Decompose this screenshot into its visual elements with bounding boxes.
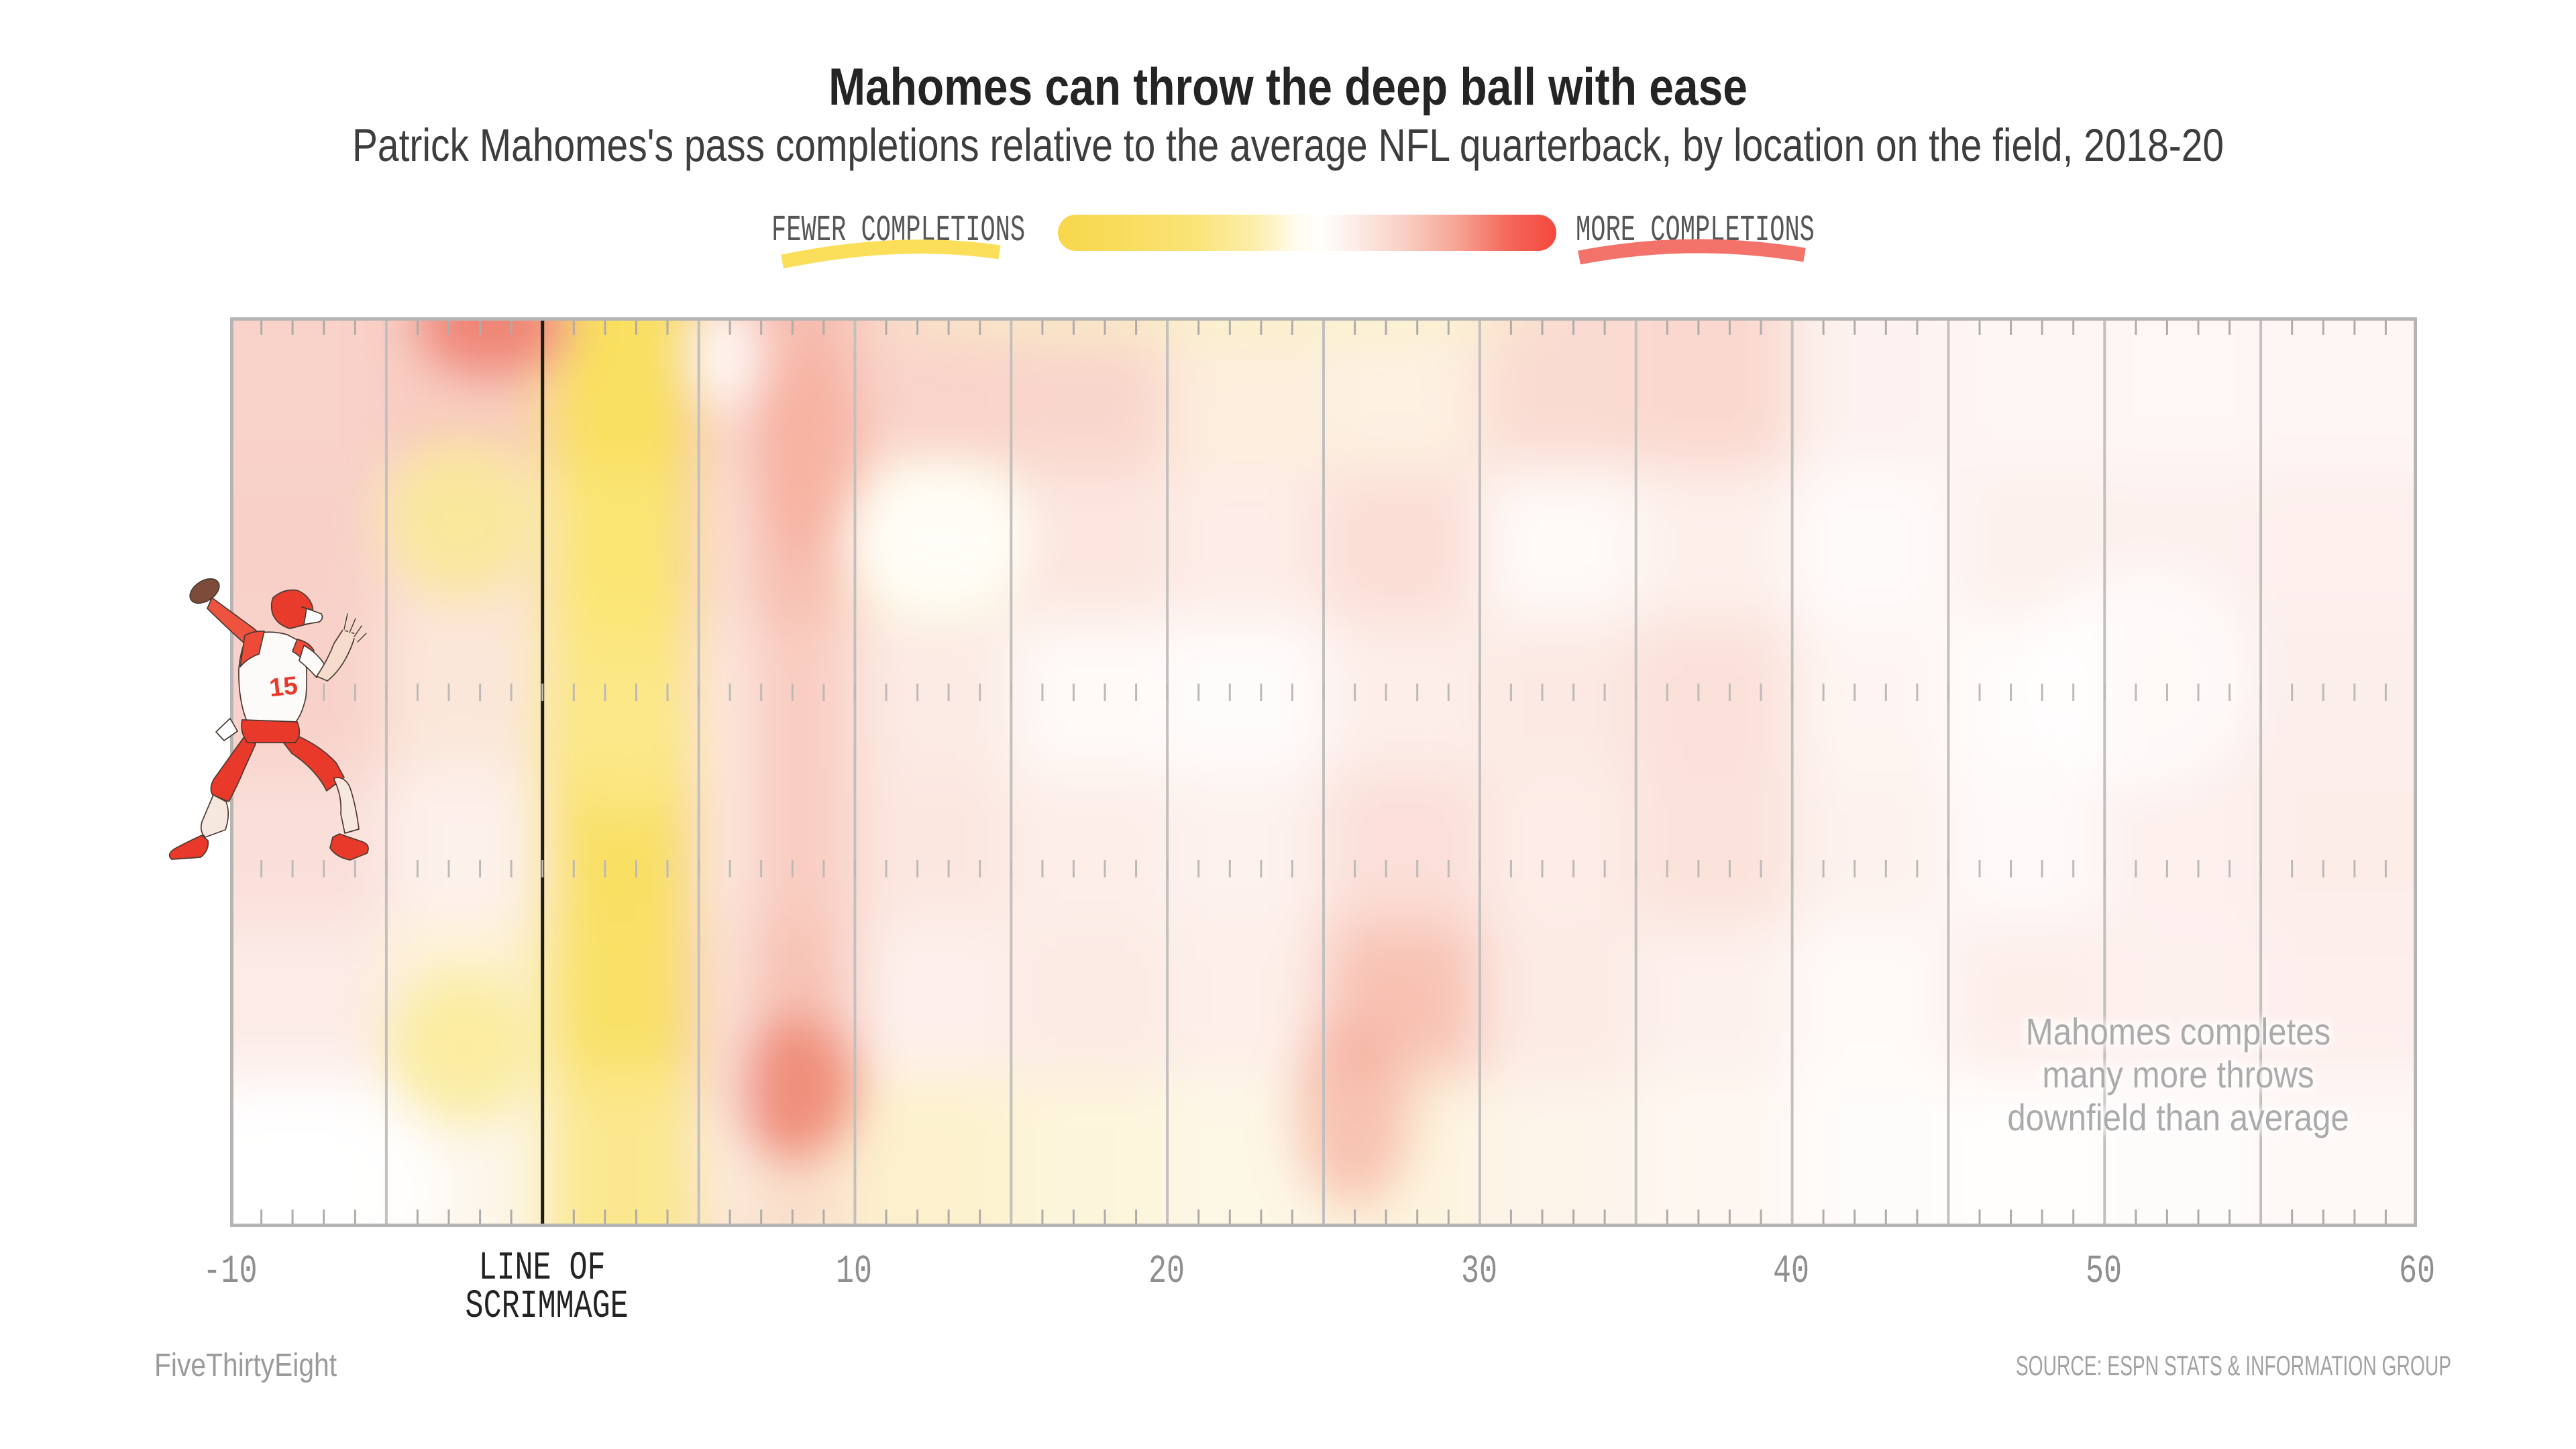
svg-text:15: 15 xyxy=(268,672,299,702)
